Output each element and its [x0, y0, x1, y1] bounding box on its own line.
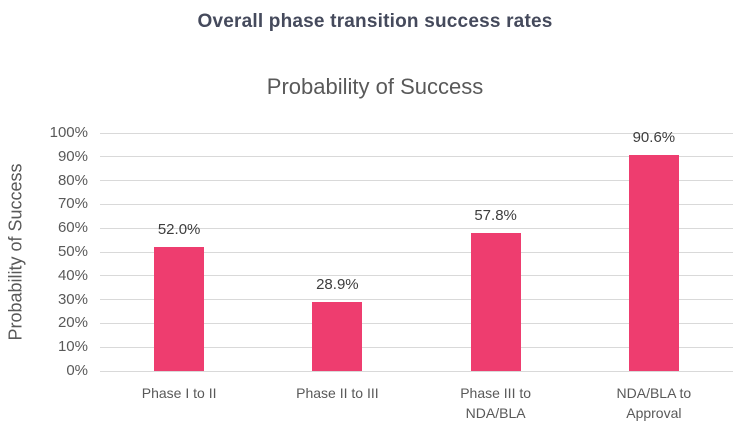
y-axis: 0% 10% 20% 30% 40% 50% 60% 70% 80% 90% 100% [0, 124, 88, 379]
y-tick-label: 60% [57, 219, 88, 237]
gridline [100, 132, 733, 134]
x-category-label-1: Phase I to II [141, 385, 217, 401]
x-category-label-3: Phase III to NDA/BLA [460, 385, 532, 421]
data-label-1: 52.0% [157, 221, 201, 239]
data-label-2: 28.9% [316, 276, 359, 294]
y-tick-label: 90% [57, 147, 88, 165]
data-label-4: 90.6% [632, 129, 676, 147]
bar-3 [470, 233, 521, 371]
y-tick-label: 50% [57, 243, 88, 260]
data-label-3: 57.8% [474, 207, 517, 225]
gridline [100, 180, 733, 182]
gridline [100, 299, 733, 301]
x-category-label-2: Phase II to III [296, 385, 379, 401]
plot-area: 52.0% 28.9% 57.8% 90.6% [100, 129, 733, 372]
y-tick-label: 0% [66, 362, 88, 379]
gridline [100, 156, 733, 158]
y-tick-label: 30% [57, 290, 88, 308]
gridline [100, 275, 733, 277]
gridline [100, 227, 733, 229]
bar-2 [312, 302, 363, 371]
gridline [100, 251, 733, 253]
x-axis: Phase I to II Phase II to III Phase III to… [100, 383, 733, 427]
y-tick-label: 70% [57, 195, 88, 213]
y-tick-label: 20% [57, 314, 88, 332]
bar-1 [154, 247, 205, 371]
y-tick-label: 40% [57, 266, 88, 284]
gridline [100, 322, 733, 324]
x-category-label-4: NDA/BLA to Approval [616, 385, 692, 421]
y-tick-label: 100% [49, 124, 88, 141]
gridline [100, 203, 733, 205]
y-tick-label: 10% [57, 338, 88, 356]
gridline [100, 370, 733, 372]
y-tick-label: 80% [57, 171, 88, 189]
chart-title: Probability of Success [266, 74, 484, 99]
gridline [100, 346, 733, 348]
bar-4 [628, 155, 679, 371]
page-title: Overall phase transition success rates [197, 11, 553, 32]
